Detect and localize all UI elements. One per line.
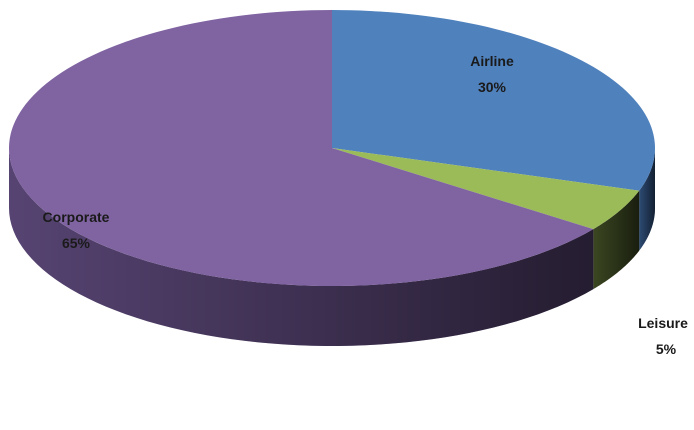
pie-side-walls xyxy=(9,148,655,346)
pie-labels: Airline 30% Leisure 5% Corporate 65% xyxy=(43,53,689,357)
pie-slice-corporate xyxy=(8,10,594,286)
slice-label-airline: Airline xyxy=(470,53,514,69)
pie-side-shade-airline xyxy=(639,148,655,251)
pie-side-shade-corporate xyxy=(9,148,594,346)
slice-value-corporate: 65% xyxy=(62,235,91,251)
pie-top-faces xyxy=(8,10,656,286)
pie-slice-leisure xyxy=(332,148,640,230)
slice-value-leisure: 5% xyxy=(656,341,677,357)
pie-slice-airline xyxy=(332,10,656,191)
slice-label-corporate: Corporate xyxy=(43,209,110,225)
pie-side-shade-leisure xyxy=(593,190,640,290)
slice-value-airline: 30% xyxy=(478,79,507,95)
slice-label-leisure: Leisure xyxy=(638,315,688,331)
